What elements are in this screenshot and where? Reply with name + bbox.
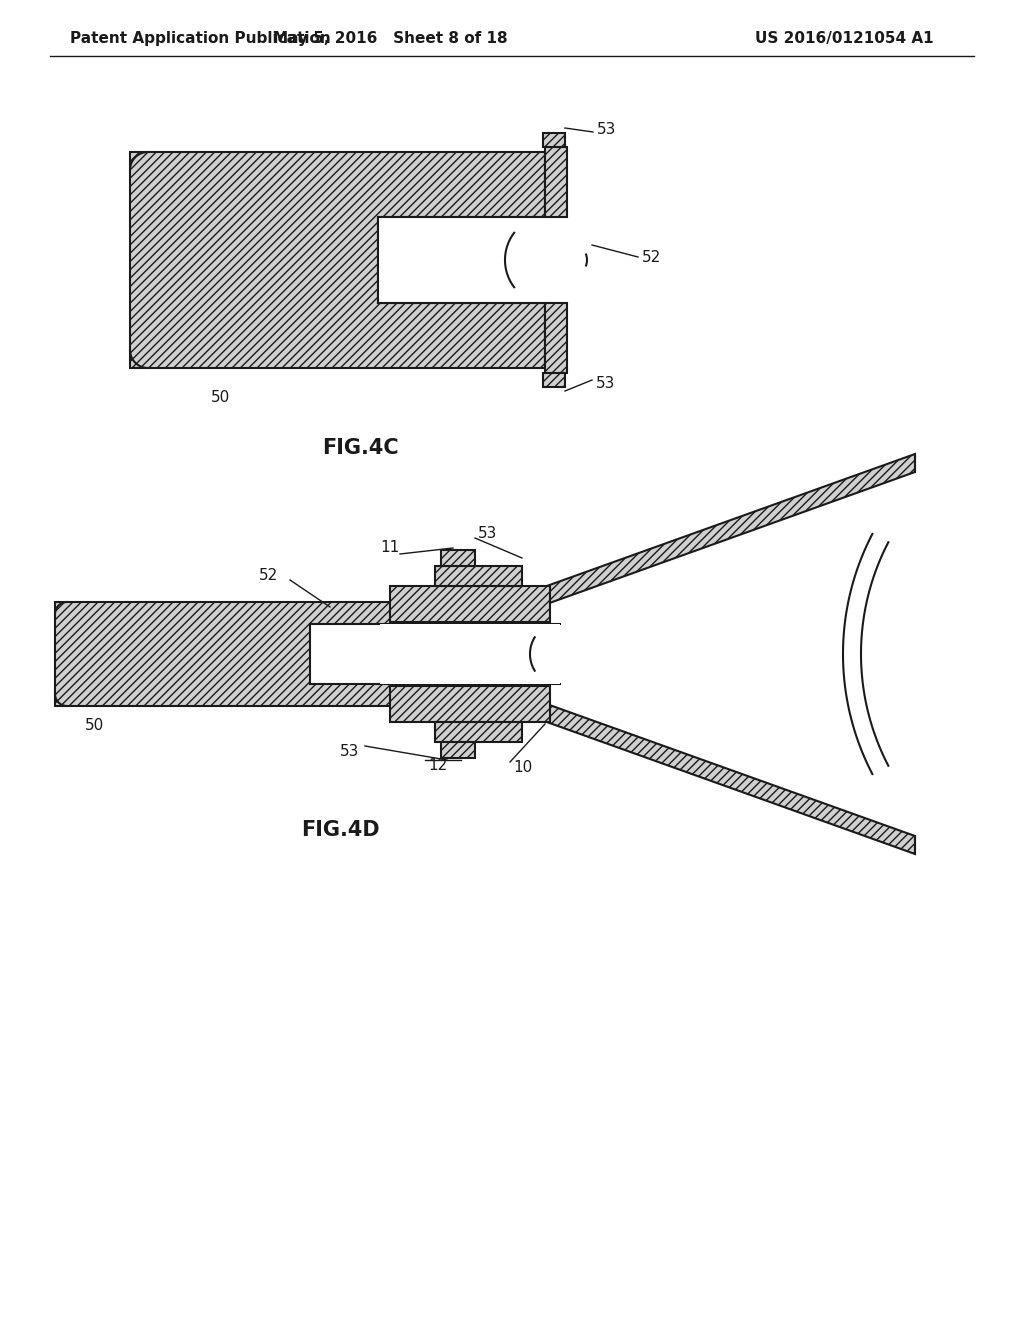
Text: 53: 53 <box>596 376 615 392</box>
Polygon shape <box>390 686 550 722</box>
Polygon shape <box>543 374 565 387</box>
Polygon shape <box>390 586 550 622</box>
Polygon shape <box>441 742 475 758</box>
Text: 10: 10 <box>513 760 532 776</box>
Text: 53: 53 <box>478 527 498 541</box>
Text: 12: 12 <box>428 759 447 774</box>
Polygon shape <box>530 454 915 610</box>
Text: May 5, 2016   Sheet 8 of 18: May 5, 2016 Sheet 8 of 18 <box>272 30 507 45</box>
Polygon shape <box>380 624 560 684</box>
Text: Patent Application Publication: Patent Application Publication <box>70 30 331 45</box>
Polygon shape <box>378 216 575 304</box>
Text: 52: 52 <box>642 249 662 264</box>
Polygon shape <box>545 147 567 216</box>
Polygon shape <box>435 566 522 586</box>
Text: FIG.4C: FIG.4C <box>322 438 398 458</box>
Polygon shape <box>435 722 522 742</box>
Text: 50: 50 <box>85 718 104 733</box>
Text: 11: 11 <box>380 540 399 556</box>
Polygon shape <box>310 624 415 684</box>
Text: FIG.4D: FIG.4D <box>301 820 379 840</box>
Polygon shape <box>530 698 915 854</box>
Polygon shape <box>441 550 475 566</box>
Text: 53: 53 <box>340 744 359 759</box>
Polygon shape <box>130 152 545 368</box>
Polygon shape <box>543 133 565 147</box>
Text: 50: 50 <box>210 389 229 405</box>
Text: 52: 52 <box>258 568 278 582</box>
Polygon shape <box>55 602 410 706</box>
Text: US 2016/0121054 A1: US 2016/0121054 A1 <box>755 30 934 45</box>
Text: 53: 53 <box>597 121 616 136</box>
Polygon shape <box>545 304 567 374</box>
